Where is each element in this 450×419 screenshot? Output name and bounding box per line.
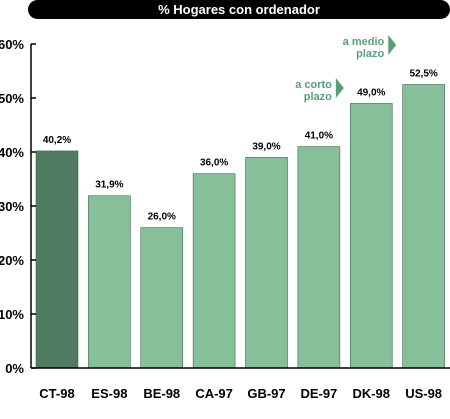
data-label-DE-97: 41,0% bbox=[305, 131, 333, 142]
data-label-CT-98: 40,2% bbox=[43, 135, 71, 146]
data-label-US-98: 52,5% bbox=[409, 69, 437, 80]
x-tick-label-CT-98: CT-98 bbox=[39, 386, 74, 401]
y-tick-label: 60% bbox=[0, 37, 24, 52]
annotation-text: a corto bbox=[295, 79, 332, 91]
y-tick-label: 50% bbox=[0, 91, 24, 106]
x-tick-label-US-98: US-98 bbox=[405, 386, 442, 401]
y-tick-label: 20% bbox=[0, 253, 24, 268]
x-tick-label-ES-98: ES-98 bbox=[91, 386, 127, 401]
bar-DK-98 bbox=[349, 103, 393, 369]
annotation-text: plazo bbox=[304, 91, 332, 103]
data-label-CA-97: 36,0% bbox=[200, 158, 228, 169]
bar-BE-98 bbox=[140, 227, 184, 369]
x-tick-label-DE-97: DE-97 bbox=[300, 386, 337, 401]
y-tick-label: 10% bbox=[0, 307, 24, 322]
bar-ES-98 bbox=[88, 195, 131, 369]
annotation-text: plazo bbox=[356, 48, 384, 60]
annotation-arrow bbox=[388, 35, 397, 55]
data-label-ES-98: 31,9% bbox=[95, 180, 123, 191]
bar-US-98 bbox=[402, 84, 445, 369]
x-tick-label-CA-97: CA-97 bbox=[195, 386, 233, 401]
annotation-text: a medio bbox=[343, 36, 385, 48]
x-tick-label-DK-98: DK-98 bbox=[352, 386, 390, 401]
bar-DE-97 bbox=[297, 146, 341, 369]
bar-CT-98 bbox=[35, 150, 79, 369]
y-tick-label: 30% bbox=[0, 199, 24, 214]
y-tick-label: 40% bbox=[0, 145, 24, 160]
chart-title: % Hogares con ordenador bbox=[28, 0, 450, 19]
x-tick-label-GB-97: GB-97 bbox=[247, 386, 285, 401]
data-label-DK-98: 49,0% bbox=[357, 87, 385, 98]
y-tick-label: 0% bbox=[5, 361, 24, 376]
annotation-arrow bbox=[335, 78, 344, 98]
x-tick-label-BE-98: BE-98 bbox=[143, 386, 180, 401]
data-label-GB-97: 39,0% bbox=[252, 141, 280, 152]
bar-CA-97 bbox=[192, 173, 236, 369]
data-label-BE-98: 26,0% bbox=[148, 212, 176, 223]
bar-GB-97 bbox=[245, 157, 288, 369]
